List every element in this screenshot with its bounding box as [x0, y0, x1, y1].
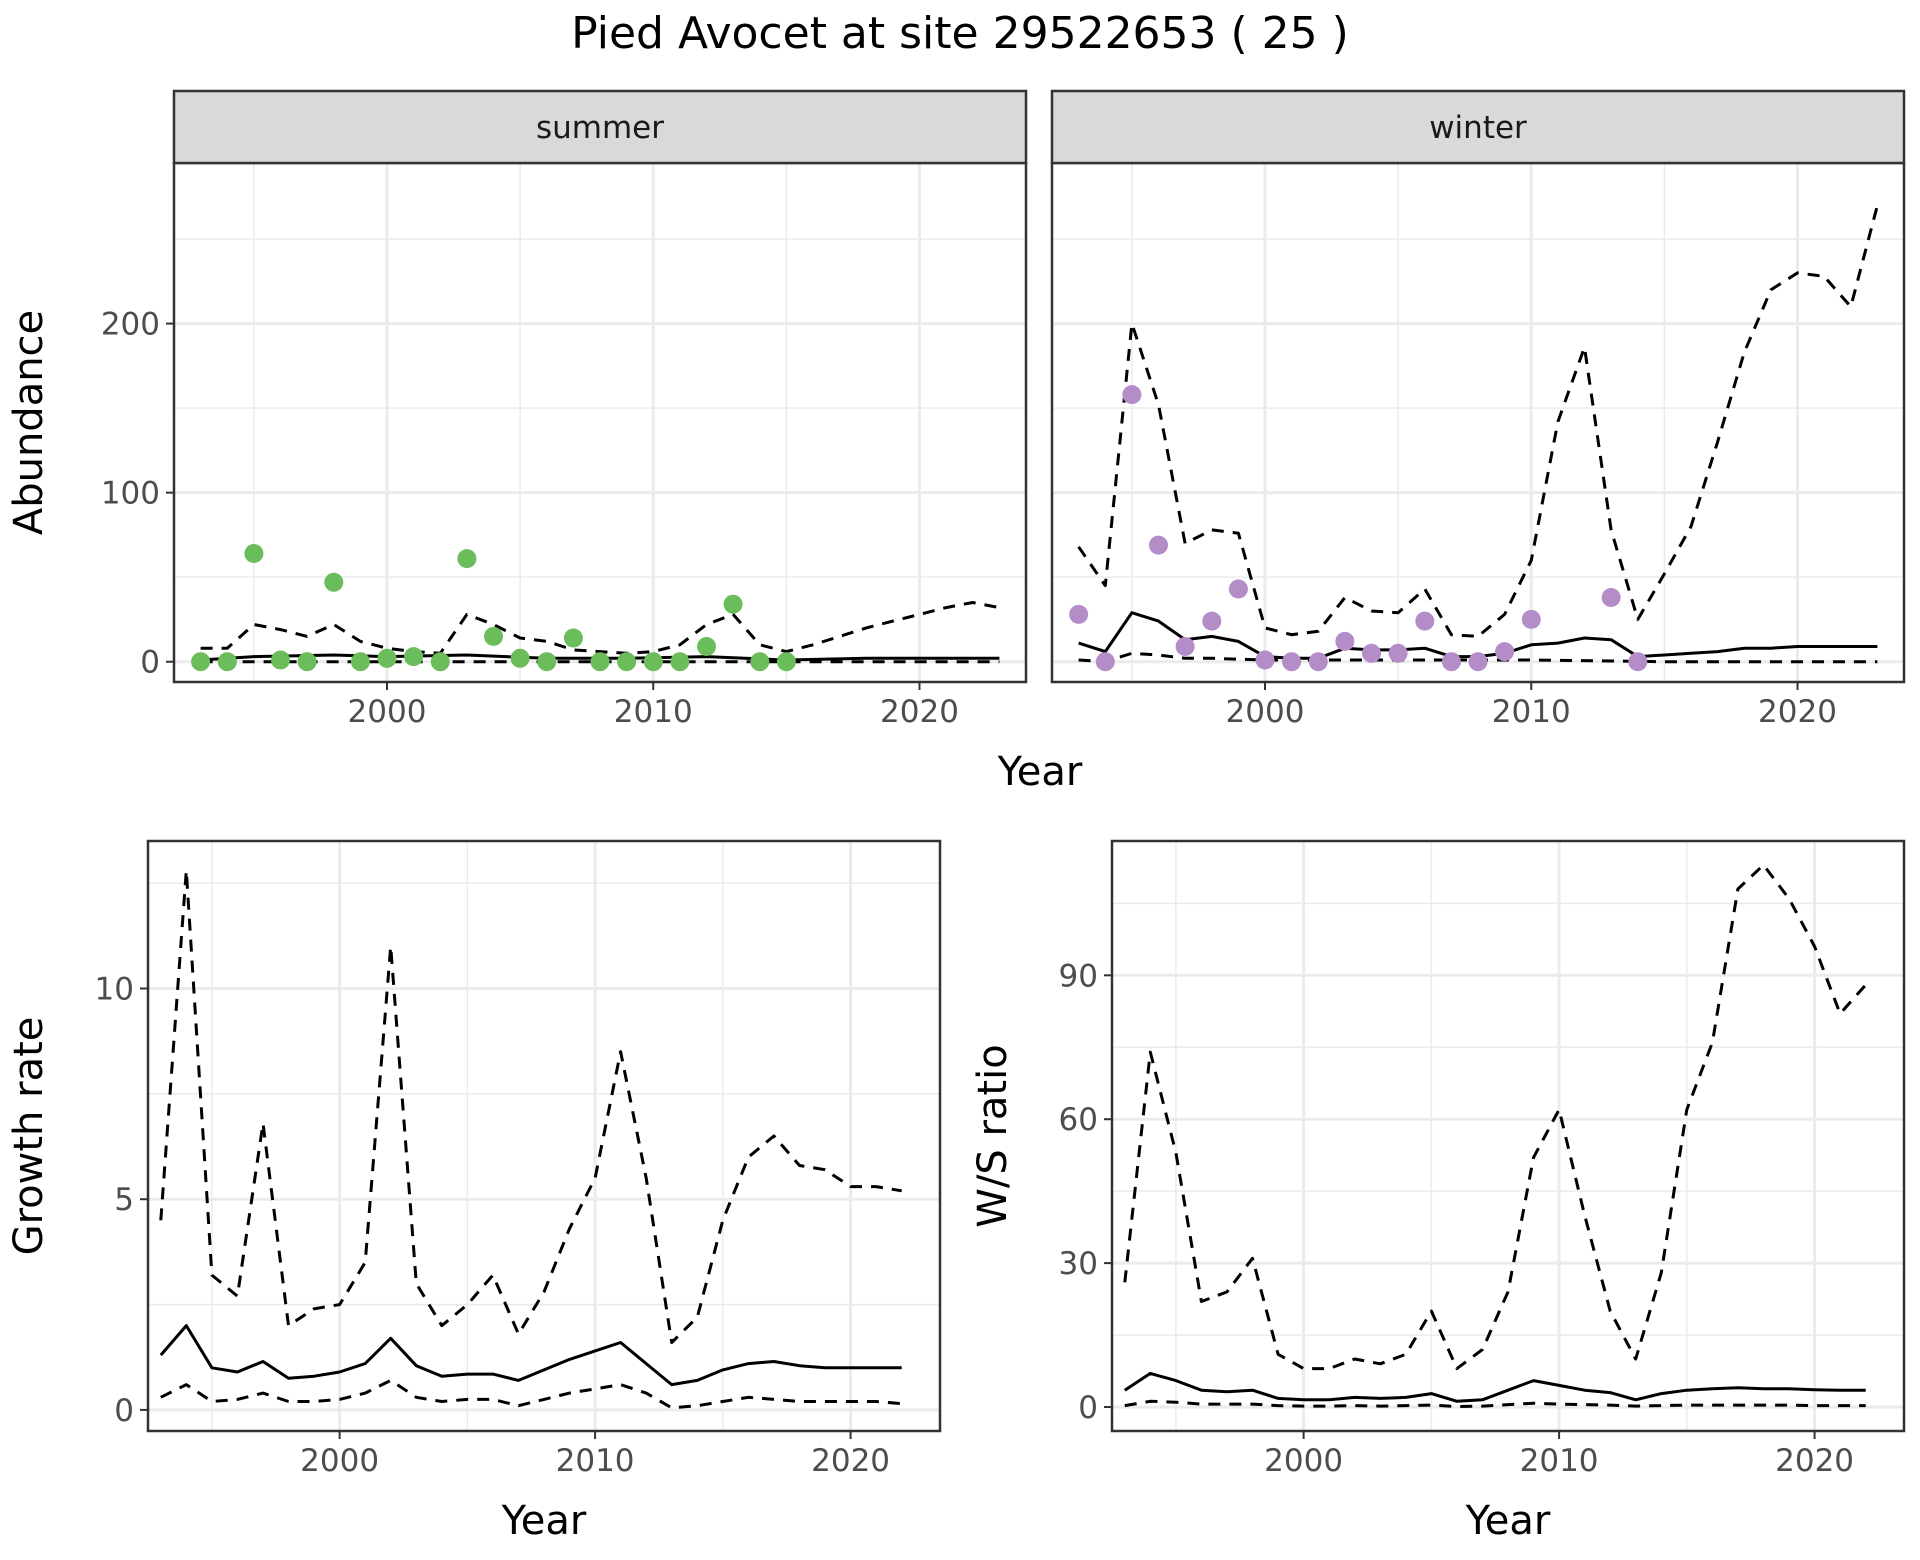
summer-y-axis-title: Abundance: [6, 310, 52, 535]
summer-series-solid-line-0: [200, 653, 1000, 662]
growth-x-tick-label: 2000: [300, 1443, 379, 1479]
winter-point: [1362, 643, 1381, 663]
winter-point: [1149, 535, 1168, 555]
summer-y-tick-label: 100: [101, 476, 160, 512]
summer-point: [750, 652, 770, 672]
winter-point: [1202, 611, 1222, 631]
ratio-y-tick-label: 90: [1059, 958, 1098, 994]
ratio-x-tick-label: 2010: [1520, 1443, 1599, 1479]
summer-x-tick-label: 2000: [348, 694, 427, 730]
winter-point: [1495, 642, 1515, 662]
summer-point: [697, 637, 716, 656]
ratio-series-dashed-line-2: [1124, 1399, 1866, 1408]
summer-strip-label: summer: [536, 110, 664, 146]
summer-point: [510, 648, 530, 668]
winter-x-tick-label: 2000: [1226, 694, 1305, 730]
summer-point: [244, 544, 264, 563]
figure-title: Pied Avocet at site 29522653 ( 25 ): [571, 8, 1349, 59]
winter-point: [1308, 652, 1328, 672]
summer-point: [670, 652, 690, 672]
panel-winter: winter 2000 2010 2020: [1050, 89, 1906, 730]
summer-plot-background: [174, 163, 1026, 682]
winter-x-tick-label: 2020: [1758, 694, 1837, 730]
summer-point: [217, 652, 237, 672]
summer-point: [350, 652, 370, 672]
winter-point: [1388, 643, 1408, 663]
summer-point: [590, 652, 610, 672]
winter-point: [1255, 650, 1275, 670]
summer-point: [324, 572, 344, 592]
summer-point: [457, 549, 477, 569]
growth-series-group: [159, 869, 902, 1410]
summer-point: [723, 594, 743, 614]
summer-strip: [172, 89, 1028, 165]
growth-y-tick-label: 5: [114, 1182, 134, 1218]
growth-panel-border: [146, 839, 942, 1433]
summer-x-tick-label: 2020: [880, 694, 959, 730]
growth-x-axis-title: Year: [501, 1498, 587, 1544]
winter-x-tick-label: 2010: [1492, 694, 1571, 730]
winter-point: [1468, 652, 1488, 672]
ratio-series-dashed-line-1: [1123, 863, 1867, 1371]
ratio-x-tick-label: 2020: [1775, 1443, 1854, 1479]
summer-x-tick-label: 2010: [614, 694, 693, 730]
ratio-y-tick-label: 30: [1059, 1246, 1098, 1282]
growth-y-tick-label: 10: [95, 972, 134, 1008]
top-x-axis-title: Year: [997, 749, 1083, 795]
ratio-y-tick-label: 0: [1078, 1390, 1098, 1426]
growth-y-axis-title: Growth rate: [6, 1017, 52, 1256]
growth-x-tick-label: 2010: [556, 1443, 635, 1479]
winter-point: [1122, 385, 1142, 405]
winter-point: [1282, 652, 1302, 672]
summer-point: [484, 626, 503, 646]
summer-point: [643, 652, 663, 672]
winter-point: [1095, 652, 1115, 672]
ratio-y-axis-title: W/S ratio: [970, 1044, 1016, 1227]
summer-y-tick-label: 0: [140, 645, 160, 681]
panel-summer: summer 2000 2010 2020 0 100 200 Abundance: [6, 89, 1028, 730]
summer-y-tick-label: 200: [101, 307, 160, 343]
ratio-panel-border: [1110, 839, 1906, 1433]
panel-growth: 2000 2010 2020 0 5 10 Year Growth rate: [6, 839, 942, 1544]
growth-x-tick-label: 2020: [811, 1443, 890, 1479]
winter-point: [1521, 609, 1541, 629]
growth-series-solid-line-0: [159, 1324, 902, 1387]
ratio-y-tick-label: 60: [1059, 1102, 1098, 1138]
ratio-x-tick-label: 2000: [1264, 1443, 1343, 1479]
ratio-series-solid-line-0: [1123, 1371, 1866, 1403]
summer-point: [191, 652, 211, 672]
summer-series-dashed-line-1: [200, 601, 1000, 655]
growth-y-tick-label: 0: [114, 1393, 134, 1429]
growth-plot-background: [148, 841, 940, 1431]
ratio-series-group: [1123, 863, 1867, 1408]
winter-point: [1601, 588, 1621, 607]
winter-strip: [1050, 89, 1906, 165]
summer-point: [377, 648, 397, 668]
summer-point: [776, 652, 796, 672]
winter-point: [1228, 579, 1248, 599]
winter-strip-label: winter: [1429, 110, 1527, 146]
growth-series-dashed-line-2: [160, 1378, 902, 1410]
summer-point: [617, 652, 637, 672]
winter-point: [1415, 611, 1435, 631]
winter-point: [1175, 637, 1195, 656]
summer-point: [271, 650, 290, 670]
winter-plot-background: [1052, 163, 1904, 682]
summer-point: [537, 652, 557, 672]
ratio-plot-background: [1112, 841, 1904, 1431]
winter-point: [1335, 631, 1355, 651]
summer-point: [297, 652, 317, 672]
ratio-x-axis-title: Year: [1465, 1498, 1551, 1544]
summer-point: [404, 647, 424, 667]
winter-point: [1069, 604, 1089, 624]
winter-series-dashed-line-2: [1078, 651, 1878, 664]
summer-point: [563, 628, 583, 648]
summer-point: [430, 652, 450, 672]
winter-point: [1441, 652, 1461, 672]
panel-ratio: 2000 2010 2020 0 30 60 90 Year W/S ratio: [970, 839, 1906, 1544]
winter-point: [1628, 652, 1648, 672]
